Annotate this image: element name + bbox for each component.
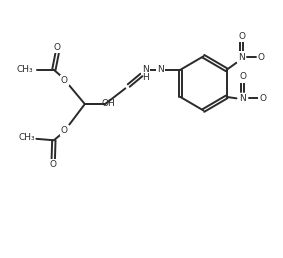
Text: O: O: [259, 94, 266, 103]
Text: N: N: [239, 94, 246, 103]
Text: O: O: [50, 160, 57, 169]
Text: O: O: [258, 53, 265, 61]
Text: H: H: [143, 73, 149, 82]
Text: N: N: [143, 65, 149, 74]
Text: OH: OH: [102, 99, 115, 108]
Text: CH₃: CH₃: [18, 133, 35, 142]
Text: O: O: [61, 76, 68, 85]
Text: N: N: [157, 65, 164, 74]
Text: O: O: [54, 43, 61, 52]
Text: O: O: [239, 72, 246, 82]
Text: O: O: [238, 32, 245, 41]
Text: N: N: [238, 53, 245, 61]
Text: CH₃: CH₃: [16, 65, 33, 74]
Text: O: O: [61, 126, 68, 135]
